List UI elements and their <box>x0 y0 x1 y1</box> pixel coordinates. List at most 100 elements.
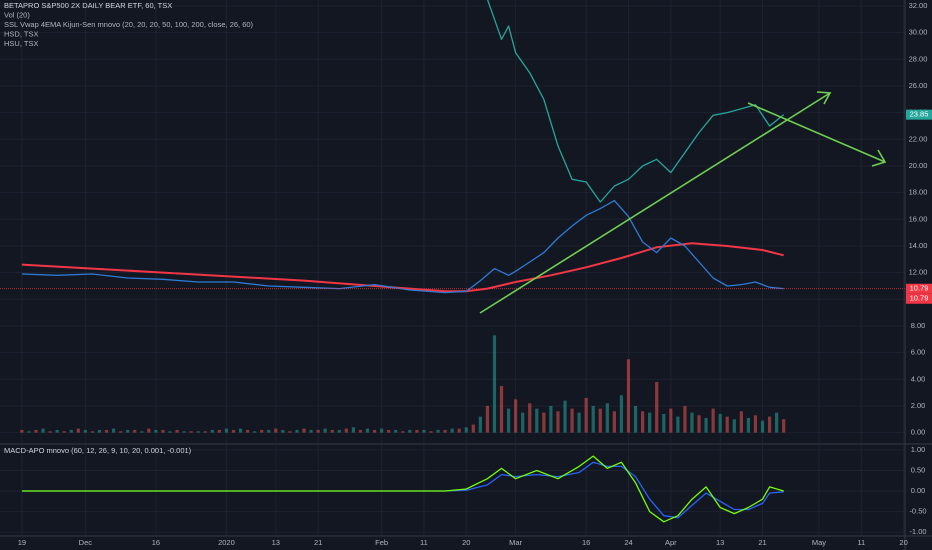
volume-bar <box>457 428 461 433</box>
volume-bar <box>245 429 250 433</box>
volume-bar <box>210 429 214 433</box>
volume-bar <box>119 431 123 433</box>
x-tick-label: 11 <box>420 538 428 547</box>
volume-bar <box>584 397 588 433</box>
volume-bar <box>612 411 616 433</box>
volume-bar <box>189 431 193 433</box>
volume-bar <box>767 416 772 433</box>
volume-bar <box>429 431 433 433</box>
volume-bar <box>478 416 482 433</box>
volume-bar <box>471 424 475 433</box>
volume-bar <box>619 395 624 433</box>
y-tick-label: 8.00 <box>911 321 926 330</box>
volume-bar <box>690 412 694 433</box>
volume-bar <box>62 431 66 433</box>
trendline-up <box>479 92 831 314</box>
y-tick-label: 0.00 <box>911 486 926 495</box>
price-line <box>486 0 785 203</box>
volume-bar <box>196 431 200 433</box>
volume-bar <box>605 403 609 433</box>
y-tick-label: 32.00 <box>909 1 928 10</box>
volume-bar <box>725 416 729 433</box>
volume-bar <box>126 429 130 433</box>
volume-bar <box>549 405 553 433</box>
volume-bar <box>309 429 313 433</box>
trendline <box>479 91 887 314</box>
volume-bar <box>760 420 765 433</box>
volume-bar <box>20 429 24 433</box>
volume-bar <box>753 415 758 433</box>
volume-bar <box>683 405 687 433</box>
volume-bar <box>133 429 137 433</box>
x-tick-label: 21 <box>758 538 766 547</box>
y-tick-label: 30.00 <box>909 28 928 37</box>
x-tick-label: 20 <box>899 538 907 547</box>
volume-bar <box>323 428 327 433</box>
volume-bar <box>224 428 229 433</box>
volume-bar <box>676 416 680 433</box>
volume-bar <box>542 412 546 433</box>
legend-entry: Vol (20) <box>4 10 30 19</box>
volume-bar <box>41 428 45 433</box>
volume-bar <box>570 408 574 433</box>
legend-entry: HSU, TSX <box>4 39 38 48</box>
volume-bar <box>436 429 440 433</box>
volume-bar <box>492 335 497 433</box>
volume-bar <box>203 431 207 433</box>
volume-bar <box>711 408 715 433</box>
y-tick-label: 16.00 <box>909 214 928 223</box>
volume-bar <box>140 431 144 433</box>
grid <box>0 0 905 535</box>
y-tick-label: 22.00 <box>909 134 928 143</box>
y-tick-label: 6.00 <box>911 348 926 357</box>
x-tick-label: May <box>812 538 826 547</box>
volume-bar <box>344 428 348 433</box>
x-tick-label: Mar <box>509 538 522 547</box>
volume-bar <box>97 429 102 433</box>
volume-bar <box>704 417 708 433</box>
volume-bar <box>288 431 292 433</box>
volume-bar <box>514 399 518 433</box>
volume-bar <box>450 428 454 433</box>
volume-bar <box>556 411 560 433</box>
price-badge-label: 23.85 <box>910 110 929 119</box>
y-tick-label: 26.00 <box>909 81 928 90</box>
volume-bar <box>563 400 567 433</box>
volume-bar <box>485 405 490 433</box>
volume-bar <box>669 408 673 433</box>
volume-bar <box>295 429 299 433</box>
legend-entry: SSL Vwap 4EMA Kijun-Sen mnovo (20, 20, 2… <box>4 20 254 29</box>
volume-bar <box>90 431 95 433</box>
volume-bar <box>337 429 341 433</box>
legend-entry: HSD, TSX <box>4 29 38 38</box>
price-badge <box>906 283 932 294</box>
x-tick-label: 2020 <box>218 538 235 547</box>
volume-bar <box>415 429 419 433</box>
x-tick-label: Apr <box>665 538 677 547</box>
volume-bar <box>521 412 525 433</box>
volume-bar <box>528 403 532 433</box>
volume-bar <box>775 412 779 433</box>
arrowhead <box>871 149 887 167</box>
price-line <box>21 242 784 293</box>
volume-bar <box>535 408 539 433</box>
volume-bar <box>27 431 31 433</box>
volume-bar <box>69 429 73 433</box>
volume-bar <box>464 427 468 433</box>
x-tick-label: Feb <box>375 538 388 547</box>
price-badge <box>906 293 932 304</box>
x-tick-label: 20 <box>462 538 470 547</box>
volume-bar <box>422 429 426 433</box>
x-tick-label: 16 <box>582 538 590 547</box>
trendline-down <box>747 102 886 163</box>
volume-bar <box>274 428 278 433</box>
volume-bar <box>111 428 116 433</box>
volume-bar <box>154 429 158 433</box>
y-tick-label: 20.00 <box>909 161 928 170</box>
volume-bar <box>182 431 186 433</box>
volume-bar <box>380 428 384 433</box>
volume-bar <box>55 429 59 433</box>
volume-bar <box>104 429 109 433</box>
volume-bar <box>697 415 701 433</box>
